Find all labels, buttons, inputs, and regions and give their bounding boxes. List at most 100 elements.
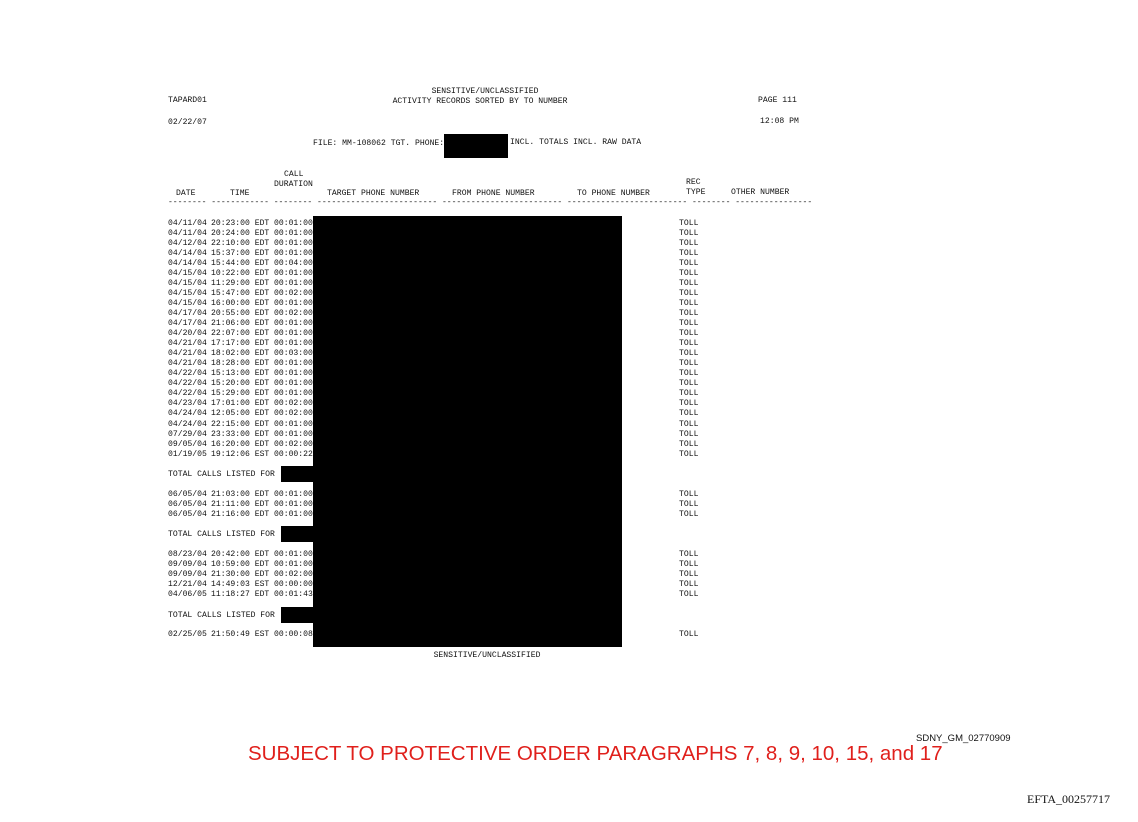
date-cell: 06/05/04 [168,499,207,509]
rec-type-cell: TOLL [679,590,699,600]
date-cell: 09/09/04 [168,559,207,569]
time-cell: 23:33:00 EDT [211,429,270,439]
rec-type-cell: TOLL [679,409,699,419]
date-cell: 04/24/04 [168,409,207,419]
duration-cell: 00:00:00 [274,580,313,589]
col-rec: REC [686,178,701,187]
redaction-total-number [281,526,313,543]
redaction-total-number [281,466,313,483]
duration-cell: 00:01:00 [274,379,313,389]
time-cell: 10:59:00 EDT [211,559,270,569]
col-type: TYPE [686,188,706,197]
rec-type-cell: TOLL [679,499,699,509]
time-cell: 21:50:49 EST [211,630,270,640]
report-date: 02/22/07 [168,118,207,127]
time-cell: 19:12:06 EST [211,449,270,459]
date-cell: 04/15/04 [168,288,207,298]
time-cell: 15:44:00 EDT [211,258,270,268]
rec-type-cell: TOLL [679,379,699,389]
duration-cell: 00:01:00 [274,549,313,559]
report-title: ACTIVITY RECORDS SORTED BY TO NUMBER [392,97,568,106]
rec-type-cell: TOLL [679,569,699,579]
col-call: CALL [284,170,304,179]
classification-footer: SENSITIVE/UNCLASSIFIED [433,651,541,660]
time-cell: 11:18:27 EDT [211,590,270,600]
report-id: TAPARD01 [168,96,207,105]
rec-type-cell: TOLL [679,389,699,399]
duration-cell: 00:01:00 [274,489,313,499]
rec-type-cell: TOLL [679,399,699,409]
rec-type-cell: TOLL [679,278,699,288]
rec-type-cell: TOLL [679,258,699,268]
time-cell: 16:20:00 EDT [211,439,270,449]
duration-cell: 00:02:00 [274,288,313,298]
duration-cell: 00:01:00 [274,268,313,278]
rec-type-cell: TOLL [679,359,699,369]
date-cell: 04/15/04 [168,298,207,308]
date-cell: 04/17/04 [168,319,207,328]
rec-type-cell: TOLL [679,429,699,439]
date-cell: 07/29/04 [168,429,207,439]
time-cell: 20:55:00 EDT [211,308,270,318]
time-cell: 16:00:00 EDT [211,298,270,308]
rec-type-cell: TOLL [679,369,699,379]
duration-cell: 00:02:00 [274,409,313,419]
protective-order-notice: SUBJECT TO PROTECTIVE ORDER PARAGRAPHS 7… [248,742,943,765]
date-cell: 04/23/04 [168,399,207,409]
duration-cell: 00:01:00 [274,339,313,349]
time-cell: 20:42:00 EDT [211,549,270,559]
date-cell: 04/22/04 [168,389,207,399]
duration-cell: 00:01:00 [274,389,313,399]
time-cell: 15:13:00 EDT [211,369,270,379]
duration-cell: 00:01:00 [274,228,313,238]
rec-type-cell: TOLL [679,329,699,339]
col-duration: DURATION [274,180,313,189]
time-cell: 15:47:00 EDT [211,288,270,298]
duration-cell: 00:01:00 [274,369,313,379]
rec-type-cell: TOLL [679,509,699,519]
date-cell: 04/14/04 [168,248,207,258]
time-cell: 20:23:00 EDT [211,218,270,228]
time-cell: 14:49:03 EST [211,580,270,589]
duration-cell: 00:01:00 [274,509,313,519]
redaction-target-phone [444,134,508,158]
time-cell: 22:10:00 EDT [211,238,270,248]
time-cell: 20:24:00 EDT [211,228,270,238]
time-cell: 17:17:00 EDT [211,339,270,349]
duration-cell: 00:02:00 [274,308,313,318]
date-cell: 04/22/04 [168,379,207,389]
duration-cell: 00:01:00 [274,319,313,328]
rec-type-cell: TOLL [679,339,699,349]
total-calls-label: TOTAL CALLS LISTED FOR [168,610,275,620]
date-cell: 04/11/04 [168,218,207,228]
total-calls-label: TOTAL CALLS LISTED FOR [168,470,275,480]
col-date: DATE [176,189,196,198]
bates-number: SDNY_GM_02770909 [916,733,1011,744]
rec-type-cell: TOLL [679,238,699,248]
duration-cell: 00:01:00 [274,559,313,569]
rec-type-cell: TOLL [679,489,699,499]
duration-cell: 00:02:00 [274,569,313,579]
rec-type-cell: TOLL [679,248,699,258]
rec-type-cell: TOLL [679,630,699,640]
time-cell: 15:37:00 EDT [211,248,270,258]
time-cell: 12:05:00 EDT [211,409,270,419]
duration-cell: 00:00:08 [274,630,313,640]
time-cell: 15:20:00 EDT [211,379,270,389]
duration-cell: 00:01:00 [274,218,313,228]
rec-type-cell: TOLL [679,580,699,589]
rec-type-cell: TOLL [679,288,699,298]
date-cell: 04/21/04 [168,339,207,349]
duration-cell: 00:01:00 [274,238,313,248]
rec-type-cell: TOLL [679,319,699,328]
date-cell: 04/22/04 [168,369,207,379]
duration-cell: 00:01:43 [274,590,313,600]
date-cell: 02/25/05 [168,630,207,640]
duration-cell: 00:01:00 [274,298,313,308]
report-time: 12:08 PM [760,117,799,126]
classification-header: SENSITIVE/UNCLASSIFIED [431,87,539,96]
date-cell: 01/19/05 [168,449,207,459]
date-cell: 04/12/04 [168,238,207,248]
duration-cell: 00:02:00 [274,439,313,449]
duration-cell: 00:02:00 [274,399,313,409]
